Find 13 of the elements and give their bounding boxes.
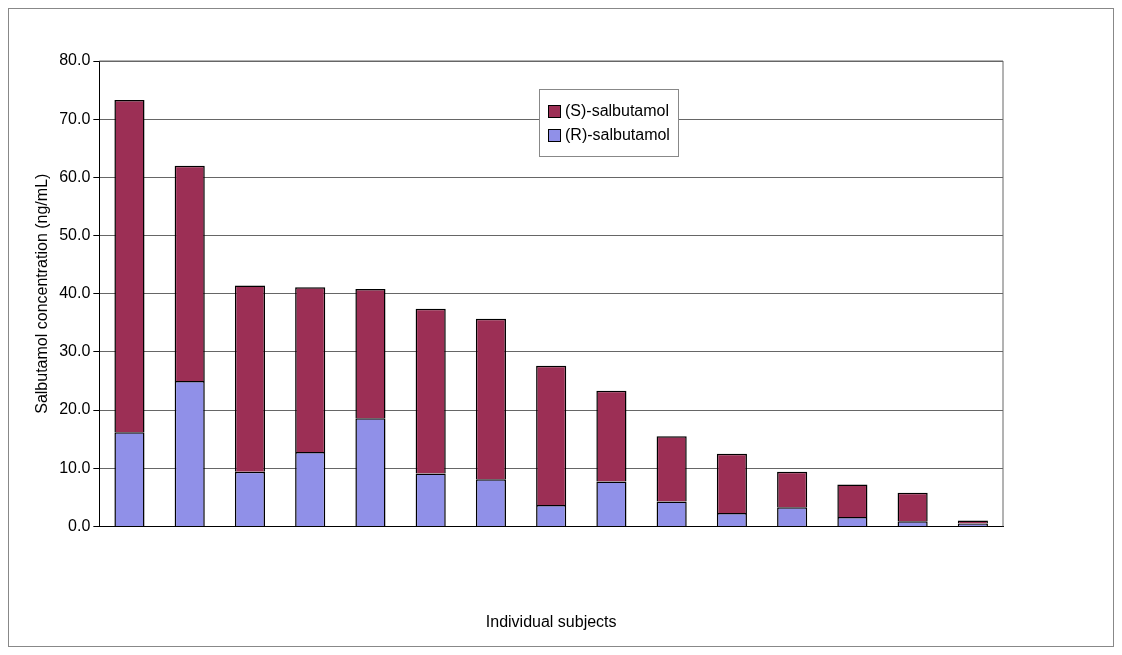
y-tick-label: 0.0 (68, 516, 91, 534)
y-tick-label: 20.0 (59, 400, 91, 418)
y-tick-label: 10.0 (59, 458, 91, 476)
y-tick-label: 40.0 (59, 284, 91, 302)
x-axis-title: Individual subjects (485, 612, 617, 630)
y-tick-label: 80.0 (59, 51, 91, 69)
y-axis-title: Salbutamol concentration (ng/mL) (33, 173, 51, 414)
y-tick-label: 30.0 (59, 342, 91, 360)
y-tick-label: 70.0 (59, 109, 91, 127)
legend-label: (R)-salbutamol (565, 126, 670, 144)
legend-label: (S)-salbutamol (565, 102, 670, 120)
y-tick-label: 50.0 (59, 225, 91, 243)
y-tick-label: 60.0 (59, 167, 91, 185)
